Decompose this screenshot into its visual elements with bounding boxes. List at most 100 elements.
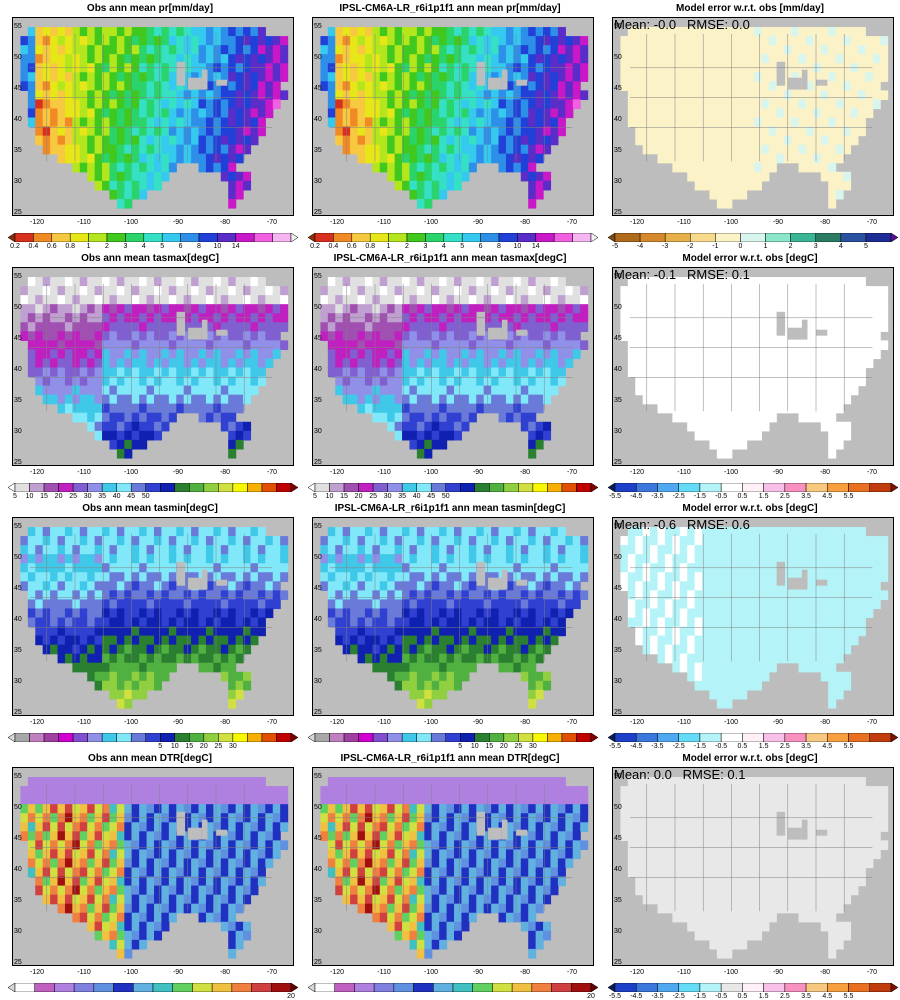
grid-cell (791, 63, 800, 73)
grid-cell (168, 45, 177, 55)
grid-cell (635, 313, 644, 323)
grid-cell (572, 81, 581, 91)
map-panel: Model error w.r.t. obs [mm/day] 55 50 45 40 3… (600, 0, 900, 250)
grid-cell (664, 117, 673, 128)
grid-cell (72, 108, 81, 119)
grid-cell (243, 313, 252, 323)
grid-cell (213, 358, 222, 369)
grid-cell (402, 608, 411, 619)
grid-cell (565, 599, 574, 610)
grid-cell (739, 403, 748, 414)
grid-cell (761, 153, 770, 164)
grid-cell (124, 545, 133, 555)
grid-cell (694, 63, 703, 73)
grid-cell (761, 81, 770, 91)
grid-cell (657, 277, 666, 287)
grid-cell (476, 385, 485, 396)
grid-cell (235, 27, 244, 37)
grid-cell (850, 295, 859, 305)
grid-cell (235, 144, 244, 155)
grid-cell (250, 340, 259, 351)
grid-cell (746, 171, 755, 182)
great-lake (501, 69, 508, 90)
grid-cell (439, 536, 448, 546)
grid-cell (335, 81, 344, 91)
grid-cell (664, 27, 673, 37)
colorbar-swatch (174, 483, 190, 492)
grid-cell (850, 277, 859, 287)
grid-cell (87, 72, 96, 82)
grid-cell (357, 554, 366, 564)
grid-cell (424, 153, 433, 164)
grid-cell (716, 63, 725, 73)
grid-cell (805, 54, 814, 64)
grid-cell (191, 590, 200, 601)
grid-cell (754, 421, 763, 432)
grid-cell (335, 599, 344, 610)
grid-cell (431, 349, 440, 360)
grid-cell (320, 581, 329, 591)
grid-cell (520, 376, 529, 387)
grid-cell (650, 72, 659, 82)
grid-cell (461, 162, 470, 173)
grid-cell (716, 171, 725, 182)
grid-cell (739, 536, 748, 546)
grid-cell (394, 536, 403, 546)
grid-cell (627, 45, 636, 55)
grid-cell (109, 108, 118, 119)
grid-cell (161, 54, 170, 64)
grid-cell (109, 599, 118, 610)
grid-cell (50, 590, 59, 601)
grid-cell (446, 403, 455, 414)
grid-cell (424, 126, 433, 137)
grid-cell (409, 563, 418, 573)
grid-cell (424, 563, 433, 573)
grid-cell (520, 358, 529, 369)
grid-cell (64, 527, 73, 537)
grid-cell (505, 340, 514, 351)
grid-cell (754, 180, 763, 191)
grid-cell (439, 617, 448, 628)
grid-cell (513, 635, 522, 646)
grid-cell (424, 90, 433, 101)
grid-cell (679, 36, 688, 46)
grid-cell (102, 54, 111, 64)
grid-cell (724, 45, 733, 55)
grid-cell (124, 198, 133, 209)
grid-cell (716, 545, 725, 555)
grid-cell (116, 45, 125, 55)
grid-cell (761, 403, 770, 414)
map-panel: Model error w.r.t. obs [degC] 55 50 45 40 35 3… (600, 250, 900, 500)
grid-cell (27, 590, 36, 601)
colorbar-label: 0 (738, 243, 743, 250)
grid-cell (57, 545, 66, 555)
grid-cell (528, 698, 537, 709)
grid-cell (702, 117, 711, 128)
lon-tick-label: -100 (123, 219, 139, 226)
grid-cell (387, 295, 396, 305)
colorbar (308, 233, 598, 242)
colorbar-label: 5 (160, 243, 165, 250)
grid-cell (664, 376, 673, 387)
grid-cell (168, 581, 177, 591)
grid-cell (154, 653, 163, 664)
grid-cell (828, 304, 837, 314)
grid-cell (557, 63, 566, 73)
grid-cell (257, 313, 266, 323)
grid-cell (446, 162, 455, 173)
grid-cell (454, 421, 463, 432)
grid-cell (146, 376, 155, 387)
grid-cell (146, 412, 155, 423)
grid-cell (731, 108, 740, 119)
grid-cell (776, 108, 785, 119)
grid-cell (168, 135, 177, 146)
grid-cell (513, 63, 522, 73)
grid-cell (813, 36, 822, 46)
grid-cell (476, 81, 485, 91)
grid-cell (709, 99, 718, 110)
grid-cell (20, 304, 29, 314)
grid-cell (265, 536, 274, 546)
grid-cell (131, 563, 140, 573)
grid-cell (72, 385, 81, 396)
grid-cell (357, 277, 366, 287)
